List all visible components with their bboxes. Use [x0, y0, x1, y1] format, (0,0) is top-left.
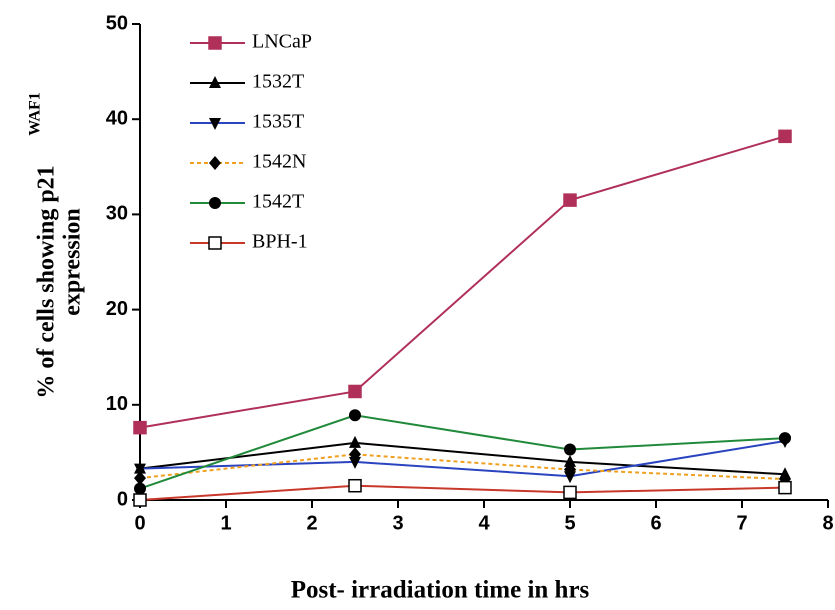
x-tick-label: 1: [220, 512, 231, 534]
data-point: [134, 463, 146, 476]
data-point: [134, 471, 146, 486]
x-tick-label: 7: [736, 512, 747, 534]
data-point: [563, 193, 577, 207]
legend-marker: [209, 197, 221, 209]
series-line: [139, 484, 786, 501]
data-point: [348, 384, 362, 399]
data-point: [133, 420, 147, 435]
x-tick-label: 4: [478, 512, 490, 534]
data-point: [134, 482, 146, 495]
legend-marker: [209, 118, 221, 130]
y-tick-label: 0: [117, 488, 128, 510]
x-tick-label: 5: [564, 512, 575, 534]
legend-marker: [208, 236, 222, 250]
data-point: [564, 443, 576, 456]
data-point: [349, 409, 361, 422]
data-point: [348, 478, 362, 493]
x-tick-label: 3: [392, 512, 403, 534]
legend-marker: [209, 156, 221, 170]
legend-label: 1542T: [252, 191, 304, 213]
data-point: [779, 432, 791, 445]
data-point: [564, 462, 576, 477]
legend-marker: [208, 36, 222, 50]
y-axis-label-group: % of cells showing p21 WAF1 expression: [27, 92, 86, 398]
legend-marker: [209, 76, 221, 88]
y-tick-label: 20: [106, 298, 128, 320]
y-tick-label: 30: [106, 203, 128, 225]
x-tick-label: 6: [650, 512, 661, 534]
legend-label: 1532T: [252, 71, 304, 93]
y-axis-label-sup: WAF1: [27, 92, 44, 136]
data-point: [349, 447, 361, 462]
data-point: [349, 456, 361, 469]
y-axis-label-line2: expression: [60, 208, 86, 316]
series-line: [139, 135, 786, 429]
y-tick-label: 10: [106, 393, 128, 415]
series-line: [139, 453, 786, 481]
data-point: [349, 435, 361, 448]
x-tick-label: 2: [306, 512, 317, 534]
y-tick-label: 40: [106, 107, 128, 129]
data-point: [564, 471, 576, 484]
x-tick-label: 0: [134, 512, 145, 534]
data-point: [778, 129, 792, 144]
x-axis-label: Post- irradiation time in hrs: [291, 577, 590, 604]
legend-label: LNCaP: [252, 31, 312, 53]
data-point: [133, 493, 147, 507]
series-line: [139, 414, 786, 490]
y-axis-label: % of cells showing p21: [34, 165, 60, 398]
series-line: [139, 439, 786, 478]
y-tick-label: 50: [106, 12, 128, 34]
series-line: [139, 441, 786, 476]
legend-label: 1535T: [252, 111, 304, 133]
legend-label: 1542N: [252, 151, 306, 173]
data-point: [563, 485, 577, 500]
data-point: [564, 454, 576, 467]
data-point: [778, 480, 792, 495]
x-tick-label: 8: [822, 512, 833, 534]
legend-label: BPH-1: [252, 231, 308, 253]
